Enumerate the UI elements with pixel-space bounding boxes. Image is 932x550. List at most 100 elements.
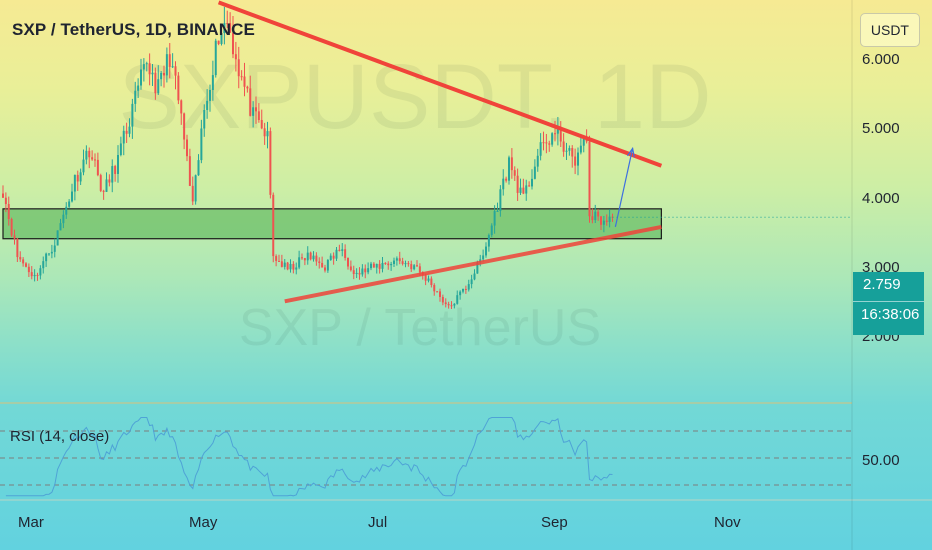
candle-body <box>306 252 309 261</box>
candle-body <box>453 303 456 306</box>
candle-body <box>574 156 577 166</box>
candle-body <box>384 262 387 264</box>
candle-body <box>36 274 39 276</box>
candle-body <box>286 262 289 270</box>
candle-body <box>487 235 490 247</box>
candle-body <box>375 263 378 268</box>
candle-body <box>56 230 59 246</box>
candle-body <box>292 263 295 270</box>
candle-body <box>99 175 102 191</box>
projection-arrow-line <box>614 148 634 228</box>
rsi-line <box>5 417 613 497</box>
candle-body <box>427 278 430 281</box>
currency-button[interactable]: USDT <box>859 13 920 47</box>
candle-body <box>441 296 444 303</box>
candle-body <box>329 255 332 261</box>
candle-body <box>229 23 232 33</box>
candle-body <box>30 272 33 277</box>
candles <box>2 6 614 310</box>
candle-body <box>559 127 562 142</box>
candle-body <box>433 285 436 292</box>
candle-body <box>355 272 358 274</box>
candle-body <box>315 255 318 262</box>
candle-body <box>473 273 476 280</box>
candle-body <box>401 261 404 264</box>
candle-body <box>602 220 605 225</box>
candle-body <box>140 69 142 86</box>
candle-body <box>349 266 352 271</box>
candle-body <box>358 272 361 275</box>
rsi-title[interactable]: RSI (14, close) <box>10 428 110 445</box>
candle-body <box>591 216 594 221</box>
candle-body <box>4 197 7 205</box>
candle-body <box>332 255 335 259</box>
candle-body <box>301 257 303 259</box>
candle-body <box>450 305 453 307</box>
candle-body <box>85 150 88 160</box>
candle-body <box>295 267 298 270</box>
candle-body <box>151 72 154 75</box>
candle-body <box>298 257 301 268</box>
candle-body <box>464 288 467 290</box>
candle-body <box>436 291 439 293</box>
candle-body <box>493 211 496 226</box>
price-label: 6.000 <box>862 51 900 68</box>
candle-body <box>407 263 410 265</box>
candle-body <box>378 263 381 269</box>
candle-body <box>2 193 4 198</box>
candle-body <box>508 157 510 181</box>
candle-body <box>352 270 355 274</box>
candle-body <box>226 23 229 25</box>
candle-body <box>395 258 398 261</box>
candle-body <box>496 210 499 212</box>
candle-body <box>117 154 119 174</box>
candle-body <box>25 263 27 267</box>
last-price-tag: 2.759 16:38:06 <box>853 272 924 335</box>
candle-body <box>367 268 370 273</box>
candle-body <box>608 216 611 223</box>
candle-body <box>108 179 111 183</box>
candle-body <box>177 75 180 101</box>
support-zone <box>2 208 662 240</box>
candle-body <box>266 131 269 137</box>
candle-body <box>128 126 131 134</box>
candle-body <box>482 255 485 260</box>
candle-body <box>326 260 329 271</box>
candle-body <box>174 66 177 76</box>
candle-body <box>237 59 240 77</box>
candle-body <box>16 238 19 258</box>
candle-body <box>545 142 548 144</box>
candle-body <box>269 131 272 195</box>
candle-body <box>338 249 341 251</box>
candle-body <box>510 157 513 171</box>
candle-body <box>309 252 312 260</box>
candle-body <box>33 274 36 277</box>
candle-body <box>499 189 502 211</box>
price-label: 5.000 <box>862 120 900 137</box>
candle-body <box>502 178 505 190</box>
candle-body <box>223 23 226 34</box>
candle-body <box>249 88 252 116</box>
candle-body <box>416 265 418 267</box>
candle-body <box>96 159 99 176</box>
candle-body <box>232 32 234 55</box>
candle-body <box>462 288 464 292</box>
candle-body <box>393 260 395 264</box>
candle-body <box>240 76 243 78</box>
candle-body <box>252 107 255 116</box>
candle-body <box>137 85 140 91</box>
candle-body <box>341 249 344 251</box>
candle-body <box>39 268 42 276</box>
time-label: Sep <box>541 514 568 531</box>
candle-body <box>257 111 260 120</box>
candle-body <box>556 127 559 134</box>
candle-body <box>105 179 108 192</box>
support-trendline <box>284 224 662 304</box>
candle-body <box>260 119 263 129</box>
price-label: 4.000 <box>862 190 900 207</box>
candle-body <box>79 172 82 182</box>
candle-body <box>48 253 50 255</box>
candle-body <box>278 260 280 262</box>
candle-body <box>381 262 384 269</box>
